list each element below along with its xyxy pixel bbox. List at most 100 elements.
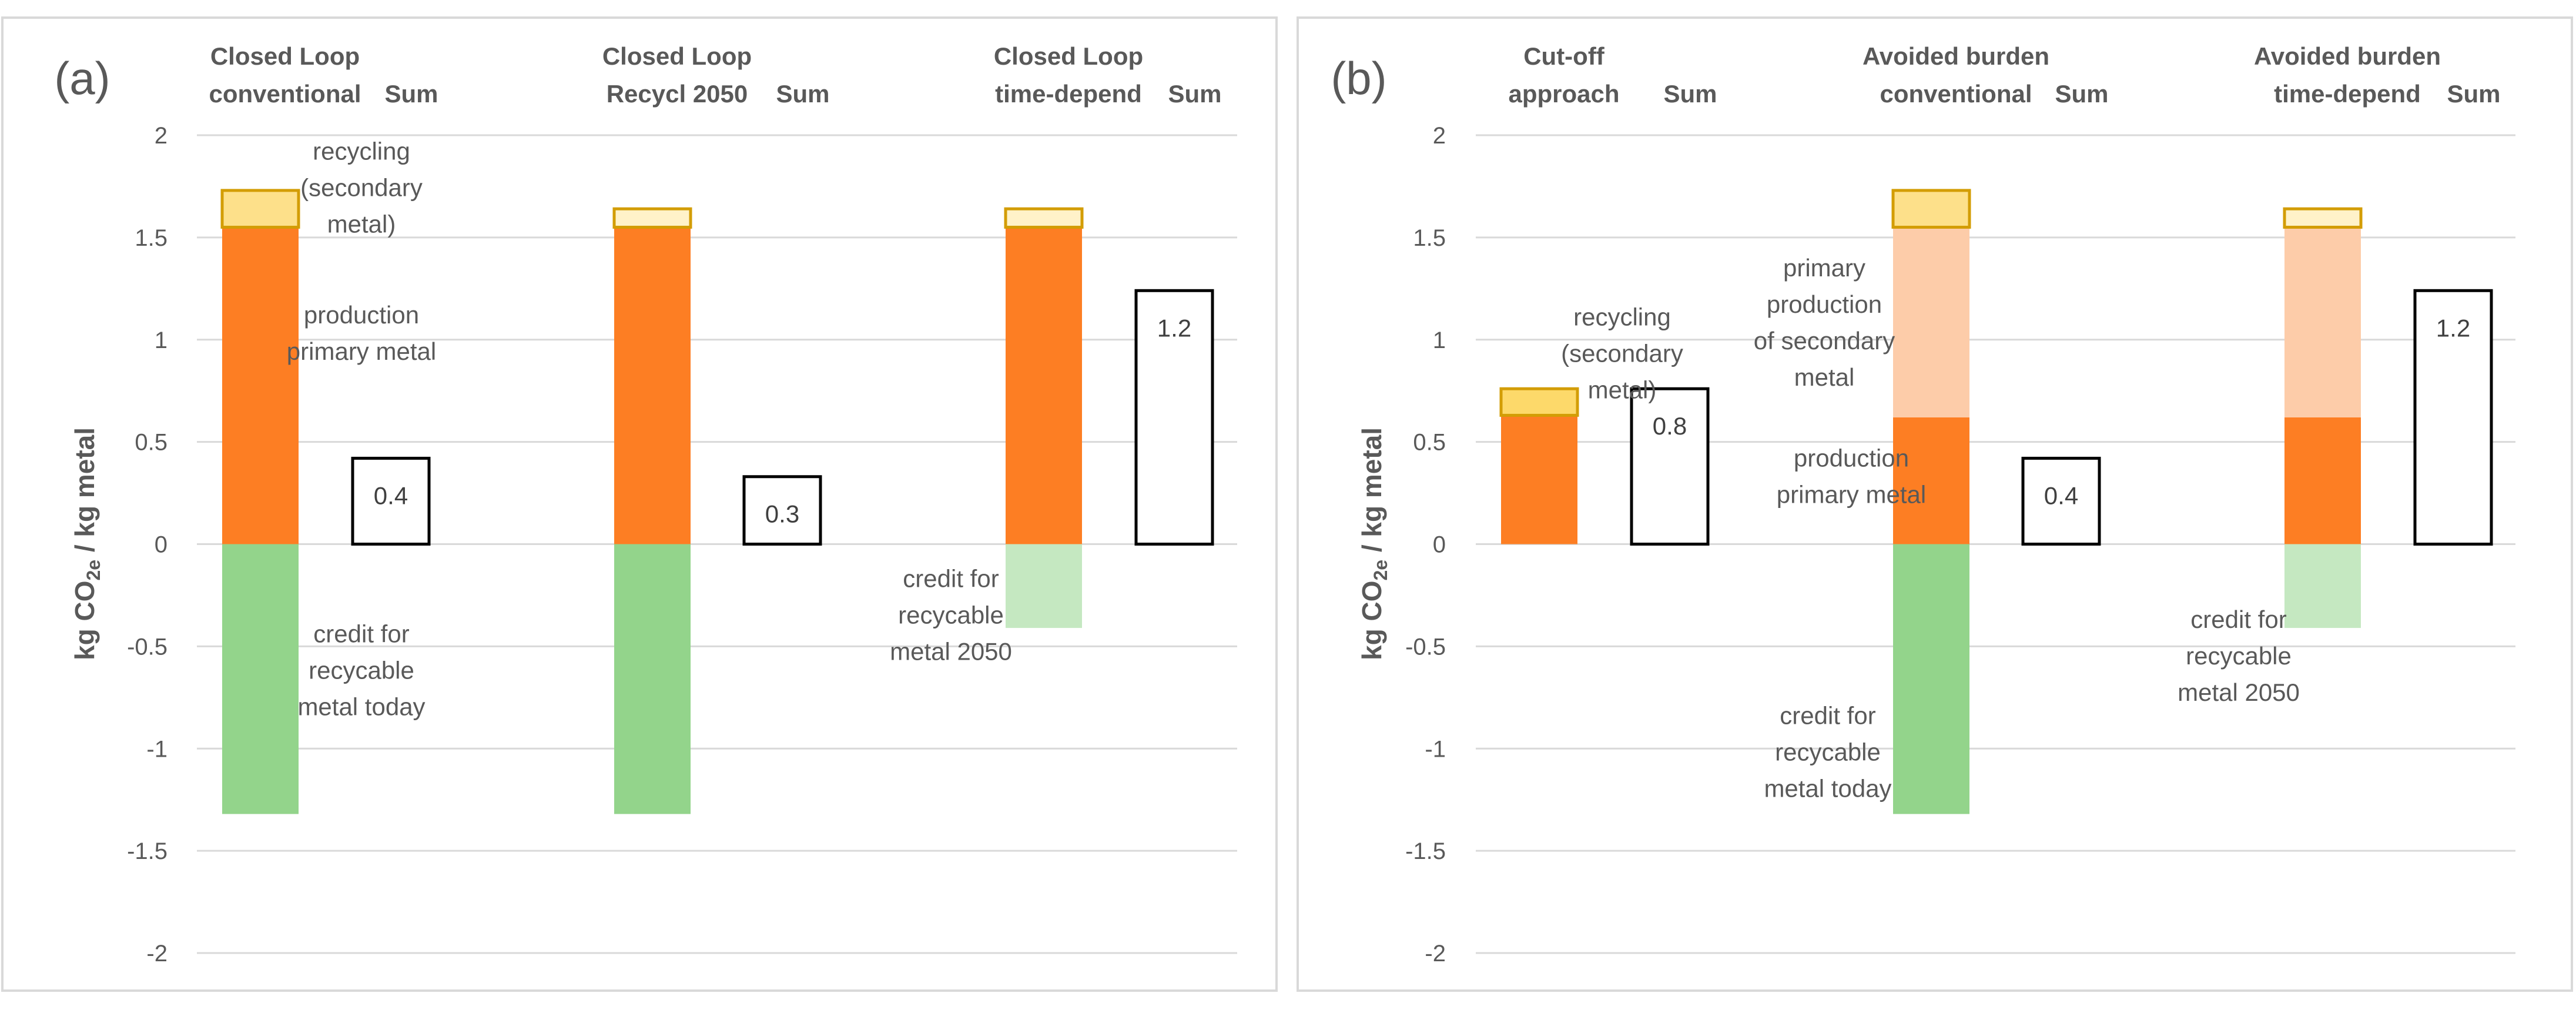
group-title: Avoided burden [1863, 42, 2049, 70]
y-tick-label: 0.5 [1413, 430, 1446, 456]
annotation-label: recycable [2186, 642, 2292, 670]
y-tick-label: -1.5 [1405, 838, 1446, 864]
annotation-label: (secondary [1561, 339, 1683, 367]
y-tick-label: 2 [155, 123, 168, 149]
bar-segment [1501, 415, 1577, 544]
sum-value-label: 1.2 [1157, 314, 1191, 342]
bar-segment [1893, 417, 1969, 544]
bar-segment [1004, 207, 1084, 229]
bar-segment [222, 544, 299, 814]
y-tick-label: 0 [1433, 532, 1446, 558]
y-tick-label: -2 [1425, 941, 1446, 967]
bar-segment [614, 227, 691, 544]
panel-label: (b) [1331, 52, 1386, 104]
chart-panel-a: 2 1.5 1 0.5 0 -0.5 -1 -1.5 -2 (a) kg CO2e / kg met… [1, 16, 1278, 992]
sum-header: Sum [776, 80, 829, 108]
y-tick-label: 1 [155, 327, 168, 353]
chart-panel-b: 2 1.5 1 0.5 0 -0.5 -1 -1.5 -2 (b) kg CO2e / kg met… [1297, 16, 2573, 992]
sum-header: Sum [384, 80, 438, 108]
sum-bar [351, 456, 431, 546]
bar-segment [614, 544, 691, 814]
bar-segment [222, 227, 299, 544]
y-axis-label: kg CO2e / kg metal [69, 427, 104, 660]
annotation-label: credit for [2190, 606, 2286, 633]
annotation-label: metal today [297, 693, 425, 720]
bar-segment [2284, 544, 2361, 628]
sum-value-label: 0.8 [1653, 412, 1687, 440]
bar-segment [1893, 544, 1969, 814]
sum-value-label: 0.4 [374, 482, 408, 509]
sum-bar [2021, 456, 2101, 546]
group-title: conventional [209, 80, 361, 108]
annotation-label: production [304, 301, 419, 329]
y-tick-label: 1.5 [135, 225, 168, 251]
y-tick-label: -2 [146, 941, 168, 967]
annotation-label: recycling [313, 138, 410, 165]
bar-segment [1006, 544, 1082, 628]
annotation-label: credit for [1780, 702, 1875, 730]
bar-segment [2284, 227, 2361, 417]
sum-value-label: 0.4 [2044, 482, 2078, 509]
annotation-label: metal) [327, 210, 396, 238]
bar-segment [2283, 207, 2363, 229]
annotation-label: recycable [898, 601, 1004, 629]
group-title: Avoided burden [2254, 42, 2441, 70]
panel-label: (a) [54, 52, 110, 104]
annotation-label: primary metal [287, 337, 436, 365]
y-tick-label: 1.5 [1413, 225, 1446, 251]
sum-header: Sum [1663, 80, 1717, 108]
bar-segment [1006, 227, 1082, 544]
sum-header: Sum [2055, 80, 2108, 108]
y-tick-label: 1 [1433, 327, 1446, 353]
group-title: conventional [1880, 80, 2032, 108]
bar-segment [1893, 227, 1969, 417]
bar-segment [612, 207, 692, 229]
annotation-label: metal 2050 [890, 638, 1012, 666]
y-axis-label: kg CO2e / kg metal [1356, 427, 1391, 660]
sum-bar [2413, 289, 2493, 546]
sum-value-label: 0.3 [765, 500, 799, 528]
annotation-label: metal 2050 [2178, 678, 2300, 706]
sum-header: Sum [2447, 80, 2500, 108]
group-title: Closed Loop [994, 42, 1143, 70]
group-title: Recycl 2050 [607, 80, 748, 108]
annotation-label: recycable [1775, 738, 1881, 766]
y-tick-label: -0.5 [1405, 634, 1446, 660]
y-tick-label: -0.5 [127, 634, 168, 660]
annotation-label: production [1767, 290, 1882, 318]
bar-segment [1499, 387, 1579, 417]
sum-bar [1630, 387, 1710, 546]
group-title: Closed Loop [602, 42, 752, 70]
annotation-label: primary metal [1777, 480, 1926, 508]
annotation-label: credit for [313, 620, 409, 647]
group-title: Closed Loop [210, 42, 360, 70]
group-title: approach [1508, 80, 1619, 108]
annotation-label: metal [1794, 363, 1855, 391]
annotation-label: metal) [1588, 376, 1657, 403]
group-title: Cut-off [1523, 42, 1605, 70]
group-title: time-depend [995, 80, 1142, 108]
bar-segment [220, 189, 300, 229]
y-tick-label: -1.5 [127, 838, 168, 864]
y-tick-label: -1 [146, 736, 168, 762]
sum-bar [742, 475, 822, 546]
sum-value-label: 1.2 [2436, 314, 2470, 342]
annotation-label: metal today [1764, 775, 1891, 803]
annotation-label: (secondary [300, 174, 423, 202]
y-tick-label: -1 [1425, 736, 1446, 762]
annotation-label: production [1794, 444, 1909, 472]
y-tick-label: 2 [1433, 123, 1446, 149]
y-tick-label: 0.5 [135, 430, 168, 456]
sum-header: Sum [1168, 80, 1221, 108]
bar-segment [2284, 417, 2361, 544]
annotation-label: of secondary [1754, 327, 1895, 355]
bar-segment [1891, 189, 1971, 229]
y-tick-label: 0 [155, 532, 168, 558]
annotation-label: credit for [903, 565, 999, 593]
group-title: time-depend [2274, 80, 2421, 108]
sum-bar [1134, 289, 1214, 546]
annotation-label: recycable [309, 656, 414, 684]
annotation-label: recycling [1573, 303, 1671, 330]
annotation-label: primary [1783, 254, 1865, 282]
